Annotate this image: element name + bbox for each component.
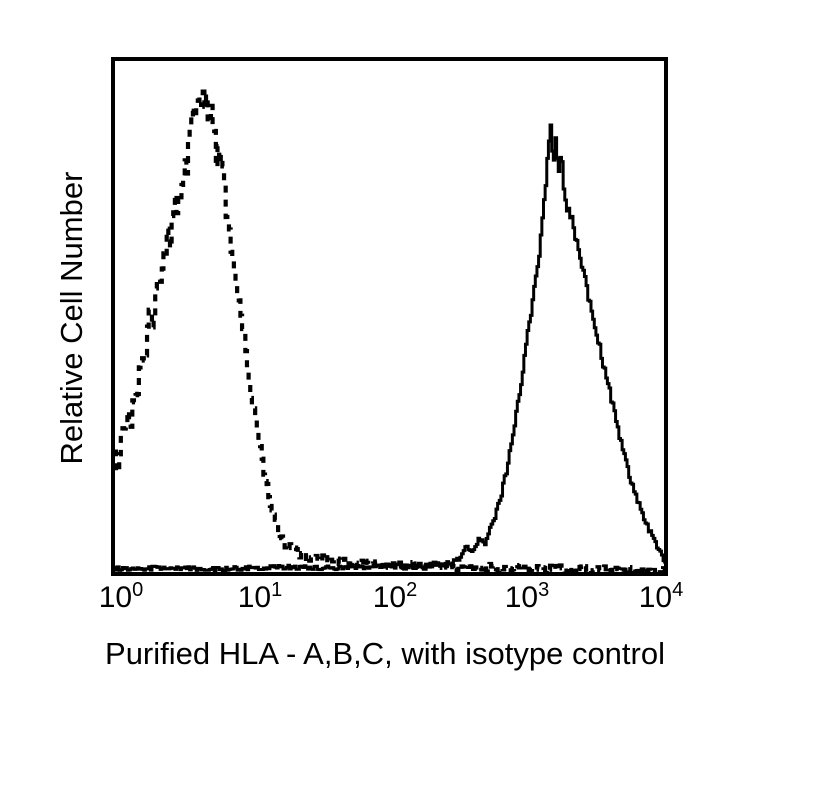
x-tick-label-4: 104 [638,579,684,615]
tick-mantissa: 10 [504,581,539,614]
tick-exponent: 0 [132,579,144,601]
x-tick-label-0: 100 [98,579,144,615]
tick-mantissa: 10 [98,581,133,614]
histogram-curves [113,89,666,574]
x-tick-label-2: 102 [372,579,418,615]
tick-mantissa: 10 [372,581,407,614]
tick-exponent: 1 [271,579,283,601]
tick-mantissa: 10 [237,581,272,614]
x-tick-label-1: 101 [237,579,283,615]
x-tick-label-3: 103 [504,579,550,615]
plot-frame [111,57,668,576]
tick-mantissa: 10 [638,581,673,614]
tick-exponent: 2 [406,579,418,601]
x-axis-tick-labels: 100 101 102 103 104 [0,579,837,627]
x-axis-title: Purified HLA - A,B,C, with isotype contr… [105,636,665,671]
curve-hla-abc [113,123,666,573]
curve-isotype-control [113,89,666,574]
tick-exponent: 4 [672,579,684,601]
tick-exponent: 3 [538,579,550,601]
